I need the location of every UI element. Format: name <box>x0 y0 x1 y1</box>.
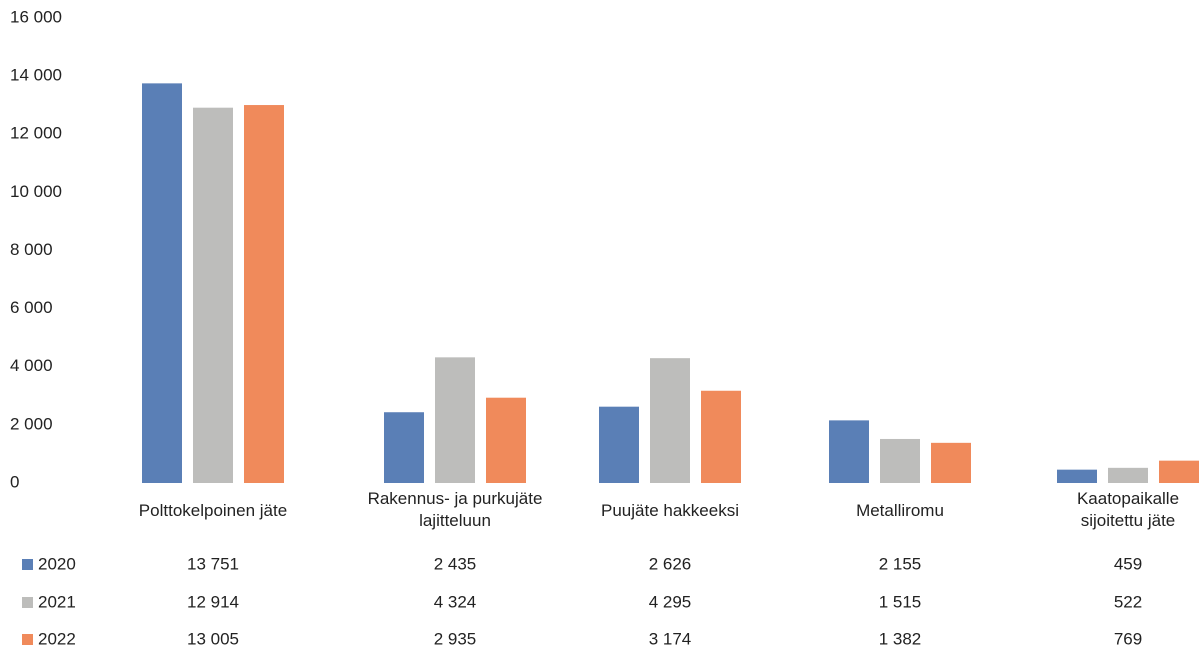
x-tick-label: Kaatopaikalle sijoitettu jäte <box>1076 489 1180 530</box>
bar <box>880 438 920 483</box>
bar <box>1159 460 1199 483</box>
bar <box>1057 469 1097 483</box>
bar <box>1108 467 1148 483</box>
bar <box>244 105 284 484</box>
table-value: 12 914 <box>187 592 239 611</box>
y-tick-label: 6 000 <box>10 298 53 317</box>
y-tick-label: 14 000 <box>10 66 62 85</box>
table-value: 13 751 <box>187 554 239 573</box>
y-tick-label: 4 000 <box>10 356 53 375</box>
bar <box>193 107 233 483</box>
bar <box>829 420 869 483</box>
x-tick-label: Rakennus- ja purkujäte lajitteluun <box>367 489 543 530</box>
table-value: 4 295 <box>649 592 692 611</box>
legend-swatch <box>22 597 33 608</box>
bar <box>701 390 741 483</box>
bar <box>650 358 690 483</box>
table-value: 3 174 <box>649 629 692 648</box>
y-tick-label: 2 000 <box>10 414 53 433</box>
legend-label: 2022 <box>38 629 76 648</box>
table-value: 1 382 <box>879 629 922 648</box>
y-tick-label: 10 000 <box>10 182 62 201</box>
table-value: 4 324 <box>434 592 477 611</box>
table-value: 2 935 <box>434 629 477 648</box>
table-value: 459 <box>1114 554 1142 573</box>
y-tick-label: 0 <box>10 472 19 491</box>
y-tick-label: 8 000 <box>10 240 53 259</box>
table-value: 522 <box>1114 592 1142 611</box>
x-tick-label: Puujäte hakkeeksi <box>601 501 739 520</box>
x-tick-label: Metalliromu <box>856 501 944 520</box>
table-value: 2 155 <box>879 554 922 573</box>
bar <box>486 397 526 483</box>
table-value: 2 626 <box>649 554 692 573</box>
y-tick-label: 16 000 <box>10 7 62 26</box>
bar <box>384 412 424 483</box>
legend-swatch <box>22 634 33 645</box>
table-value: 769 <box>1114 629 1142 648</box>
table-value: 1 515 <box>879 592 922 611</box>
legend-label: 2020 <box>38 554 76 573</box>
bar <box>142 83 182 483</box>
legend-swatch <box>22 559 33 570</box>
legend-label: 2021 <box>38 592 76 611</box>
bar <box>931 442 971 483</box>
table-value: 2 435 <box>434 554 477 573</box>
bar <box>599 406 639 483</box>
y-tick-label: 12 000 <box>10 124 62 143</box>
bar <box>435 357 475 483</box>
table-value: 13 005 <box>187 629 239 648</box>
x-tick-label: Polttokelpoinen jäte <box>138 501 288 520</box>
